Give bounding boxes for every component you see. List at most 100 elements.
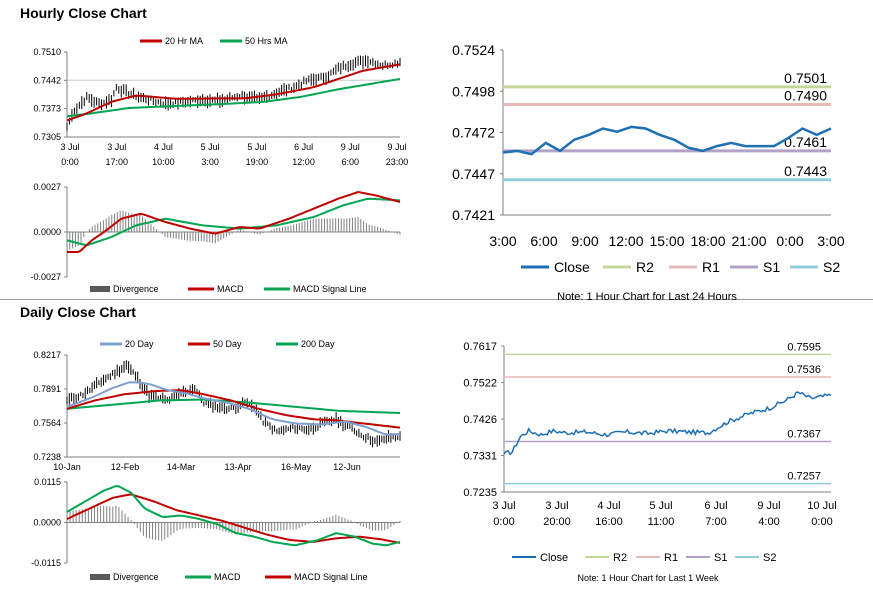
x-tick-label: 18:00 — [690, 233, 725, 249]
x-tick-label: 15:00 — [649, 233, 684, 249]
legend-s1-label: S1 — [763, 259, 780, 275]
level-r1-label: 0.7536 — [787, 364, 821, 376]
chart-note: Note: 1 Hour Chart for Last 1 Week — [578, 573, 719, 583]
x-tick-label: 3:00 — [817, 233, 844, 249]
x-tick-label: 6 Jul — [704, 500, 727, 512]
level-r2-label: 0.7501 — [784, 70, 827, 86]
legend-ma50-label: 50 Hrs MA — [245, 36, 288, 46]
x-tick-label: 10 Jul — [807, 500, 836, 512]
x-tick-label: 5 Jul — [201, 142, 220, 152]
daily-section-title: Daily Close Chart — [20, 304, 136, 320]
x-tick-label: 12-Jun — [333, 462, 361, 472]
x-tick-label: 6 Jul — [294, 142, 313, 152]
x-tick-label: 13-Apr — [224, 462, 251, 472]
x-tick-label: 9:00 — [571, 233, 598, 249]
x-tick-label: 3:00 — [201, 157, 219, 167]
section-divider — [0, 299, 873, 300]
legend-20day-label: 20 Day — [125, 339, 154, 349]
x-tick-label: 21:00 — [731, 233, 766, 249]
close-line — [503, 391, 832, 456]
legend-divergence-swatch — [90, 286, 110, 292]
legend-r2-label: R2 — [636, 259, 654, 275]
chart-note: Note: 1 Hour Chart for Last 24 Hours — [557, 291, 737, 303]
y-tick-label: 0.0027 — [33, 182, 61, 192]
y-tick-label: 0.7472 — [452, 125, 495, 141]
y-tick-label: 0.7331 — [463, 451, 497, 463]
x-tick-label: 3:00 — [489, 233, 516, 249]
x-tick-label: 0:00 — [493, 516, 514, 528]
legend-macd-label: MACD — [214, 572, 241, 582]
y-tick-label: -0.0115 — [31, 558, 61, 568]
legend-divergence-label: Divergence — [113, 572, 159, 582]
y-tick-label: 0.7617 — [463, 341, 497, 353]
x-tick-label: 14-Mar — [167, 462, 196, 472]
legend-200day-label: 200 Day — [301, 339, 335, 349]
legend-r1-label: R1 — [702, 259, 720, 275]
x-tick-label: 3 Jul — [107, 142, 126, 152]
x-tick-label: 3 Jul — [60, 142, 79, 152]
x-tick-label: 4:00 — [758, 516, 779, 528]
y-tick-label: -0.0027 — [30, 272, 61, 282]
legend-divergence-label: Divergence — [113, 284, 159, 294]
y-tick-label: 0.7524 — [452, 42, 495, 58]
ma50-line — [66, 78, 401, 118]
y-tick-label: 0.7447 — [452, 166, 495, 182]
x-tick-label: 0:00 — [811, 516, 832, 528]
legend-50day-label: 50 Day — [213, 339, 242, 349]
level-s2-label: 0.7257 — [787, 471, 821, 483]
level-s1-label: 0.7367 — [787, 429, 821, 441]
y-tick-label: 0.8217 — [33, 350, 61, 360]
y-tick-label: 0.7498 — [452, 83, 495, 99]
level-s1-label: 0.7461 — [784, 134, 827, 150]
x-tick-label: 10-Jan — [53, 462, 81, 472]
x-tick-label: 6:00 — [530, 233, 557, 249]
legend-s2-label: S2 — [823, 259, 840, 275]
x-tick-label: 10:00 — [152, 157, 175, 167]
x-tick-label: 12-Feb — [111, 462, 140, 472]
legend-ma20-label: 20 Hr MA — [165, 36, 203, 46]
level-r1-label: 0.7490 — [784, 87, 827, 103]
close-line — [502, 125, 832, 156]
x-tick-label: 3 Jul — [492, 500, 515, 512]
y-tick-label: 0.7373 — [33, 104, 61, 114]
x-tick-label: 9 Jul — [341, 142, 360, 152]
x-tick-label: 4 Jul — [154, 142, 173, 152]
legend-s1-label: S1 — [714, 552, 727, 564]
x-tick-label: 16:00 — [595, 516, 623, 528]
macd-line — [67, 190, 401, 253]
x-tick-label: 20:00 — [543, 516, 571, 528]
legend-signal-label: MACD Signal Line — [293, 284, 367, 294]
y-tick-label: 0.0115 — [34, 477, 61, 487]
x-tick-label: 17:00 — [105, 157, 128, 167]
legend-s2-label: S2 — [763, 552, 776, 564]
x-tick-label: 4 Jul — [597, 500, 620, 512]
y-tick-label: 0.7891 — [33, 384, 61, 394]
ma20-line — [66, 63, 401, 122]
x-tick-label: 6:00 — [342, 157, 360, 167]
y-tick-label: 0.7522 — [463, 378, 497, 390]
y-tick-label: 0.7305 — [33, 132, 61, 142]
level-r2-label: 0.7595 — [787, 341, 821, 353]
level-s2-label: 0.7443 — [784, 163, 827, 179]
x-tick-label: 9 Jul — [387, 142, 406, 152]
legend-macd-label: MACD — [217, 284, 244, 294]
x-tick-label: 12:00 — [292, 157, 315, 167]
hourly-section-title: Hourly Close Chart — [20, 5, 147, 21]
ma20-line — [66, 381, 401, 436]
y-tick-label: 0.7442 — [33, 75, 61, 85]
legend-signal-label: MACD Signal Line — [294, 572, 368, 582]
legend-close-label: Close — [554, 259, 590, 275]
x-tick-label: 19:00 — [246, 157, 269, 167]
x-tick-label: 3 Jul — [545, 500, 568, 512]
y-tick-label: 0.7235 — [463, 487, 497, 499]
y-tick-label: 0.7564 — [33, 418, 61, 428]
legend-r1-label: R1 — [664, 552, 678, 564]
legend-close-label: Close — [540, 552, 568, 564]
x-tick-label: 16-May — [281, 462, 312, 472]
